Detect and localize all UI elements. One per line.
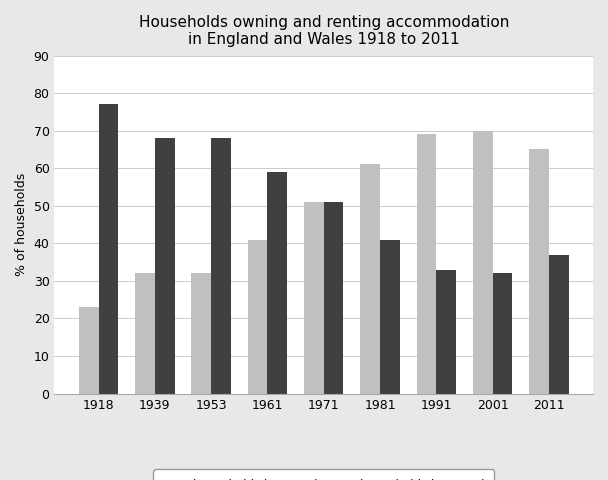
Bar — [79, 307, 98, 394]
Title: Households owning and renting accommodation
in England and Wales 1918 to 2011: Households owning and renting accommodat… — [139, 15, 509, 48]
Bar — [492, 274, 513, 394]
Bar — [155, 138, 174, 394]
Bar — [361, 165, 380, 394]
Bar — [98, 104, 119, 394]
Bar — [529, 149, 549, 394]
Bar — [473, 131, 492, 394]
Bar — [211, 138, 231, 394]
Bar — [549, 254, 568, 394]
Bar — [247, 240, 268, 394]
Bar — [323, 202, 344, 394]
Legend: households in owned
accommodation, households in rented
accommodation: households in owned accommodation, house… — [153, 469, 494, 480]
Bar — [416, 134, 437, 394]
Y-axis label: % of households: % of households — [15, 173, 28, 276]
Bar — [268, 172, 287, 394]
Bar — [135, 274, 155, 394]
Bar — [192, 274, 211, 394]
Bar — [380, 240, 399, 394]
Bar — [304, 202, 323, 394]
Bar — [437, 270, 456, 394]
